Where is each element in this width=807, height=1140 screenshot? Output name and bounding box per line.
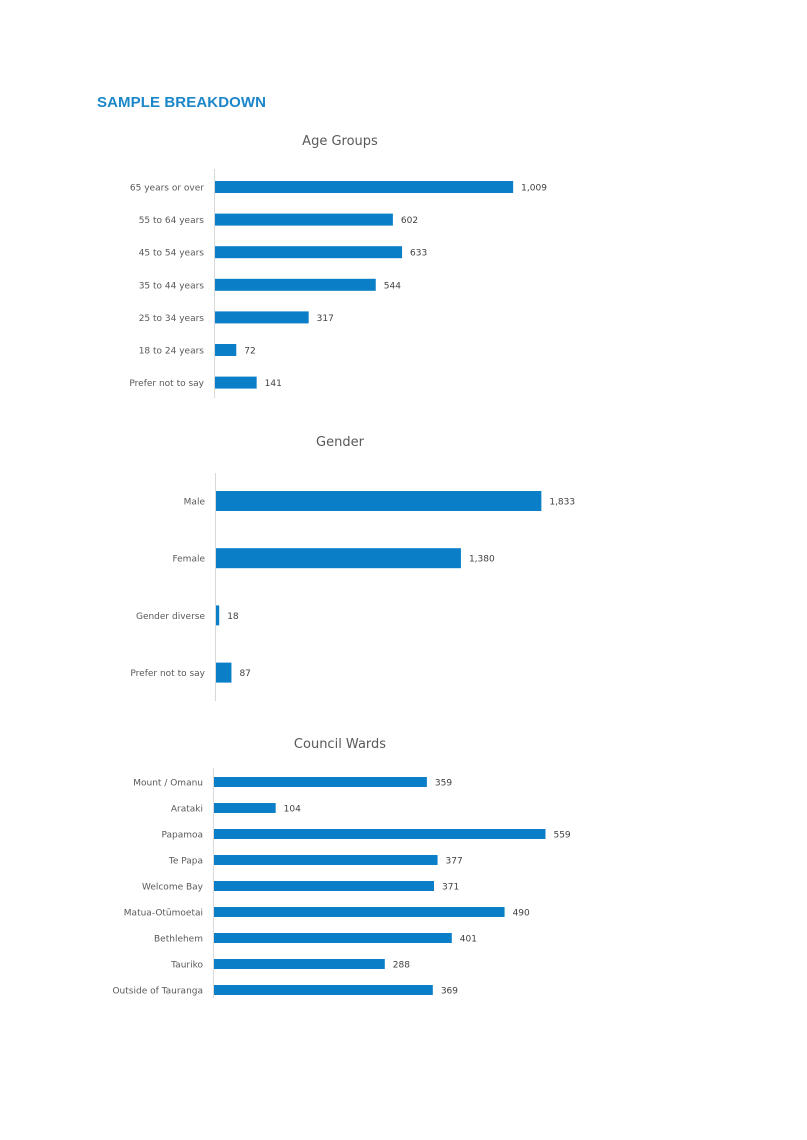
wards-value-label: 377 xyxy=(446,857,463,867)
wards-value-label: 490 xyxy=(513,909,530,919)
wards-value-label: 369 xyxy=(441,987,458,997)
gender-chart-title: Gender xyxy=(316,435,365,450)
section-heading: SAMPLE BREAKDOWN xyxy=(97,94,267,111)
wards-category-label: Welcome Bay xyxy=(142,883,204,893)
wards-category-label: Mount / Omanu xyxy=(133,779,203,789)
wards-bar xyxy=(214,881,435,891)
council-wards-chart: Council Wards Mount / Omanu 359 Arataki 104 P… xyxy=(112,737,571,998)
wards-bar xyxy=(214,803,276,813)
gender-bar xyxy=(216,605,220,626)
wards-category-label: Papamoa xyxy=(161,831,203,841)
age-category-label: 18 to 24 years xyxy=(139,347,205,357)
gender-bar xyxy=(216,491,542,511)
wards-value-label: 359 xyxy=(435,779,452,789)
gender-value-label: 1,380 xyxy=(469,555,495,565)
gender-category-label: Gender diverse xyxy=(136,612,205,622)
age-value-label: 602 xyxy=(401,216,418,226)
gender-bar xyxy=(216,662,232,683)
age-bar xyxy=(215,213,393,226)
age-bar xyxy=(215,344,237,356)
age-value-label: 141 xyxy=(265,379,282,389)
wards-category-label: Te Papa xyxy=(168,857,203,867)
wards-category-label: Matua-Otūmoetai xyxy=(124,909,203,919)
wards-value-label: 401 xyxy=(460,935,477,945)
wards-category-label: Tauriko xyxy=(170,961,203,971)
age-value-label: 72 xyxy=(244,347,255,357)
age-value-label: 1,009 xyxy=(521,184,547,194)
wards-bar xyxy=(214,829,546,839)
wards-bar xyxy=(214,933,452,943)
wards-chart-title: Council Wards xyxy=(294,737,386,752)
age-bar xyxy=(215,311,309,324)
wards-value-label: 288 xyxy=(393,961,410,971)
gender-category-label: Female xyxy=(172,555,205,565)
age-bar xyxy=(215,181,514,193)
wards-category-label: Arataki xyxy=(171,805,203,815)
wards-bar xyxy=(214,959,385,969)
age-value-label: 633 xyxy=(410,249,427,259)
age-value-label: 544 xyxy=(384,281,401,291)
age-category-label: Prefer not to say xyxy=(129,379,204,389)
wards-bar xyxy=(214,907,505,917)
wards-value-label: 104 xyxy=(284,805,301,815)
gender-category-label: Prefer not to say xyxy=(130,669,205,679)
wards-bar xyxy=(214,985,433,995)
gender-chart: Gender Male 1,833 Female 1,380 Gender diverse… xyxy=(130,435,575,701)
wards-bar xyxy=(214,777,427,787)
age-bar xyxy=(215,246,403,259)
age-category-label: 25 to 34 years xyxy=(139,314,205,324)
gender-category-label: Male xyxy=(184,498,206,508)
age-category-label: 45 to 54 years xyxy=(139,249,205,259)
wards-bar xyxy=(214,855,438,865)
age-category-label: 65 years or over xyxy=(130,184,204,194)
age-category-label: 35 to 44 years xyxy=(139,281,205,291)
gender-value-label: 87 xyxy=(239,669,250,679)
age-value-label: 317 xyxy=(317,314,334,324)
wards-value-label: 559 xyxy=(553,831,570,841)
wards-category-label: Outside of Tauranga xyxy=(112,987,203,997)
gender-value-label: 1,833 xyxy=(549,498,575,508)
gender-value-label: 18 xyxy=(227,612,239,622)
wards-category-label: Bethlehem xyxy=(154,935,203,945)
gender-bar xyxy=(216,548,461,569)
age-bar xyxy=(215,278,376,291)
age-chart-title: Age Groups xyxy=(302,134,378,149)
age-bar xyxy=(215,376,257,389)
age-groups-chart: Age Groups 65 years or over 1,009 55 to 64 … xyxy=(129,134,547,398)
age-category-label: 55 to 64 years xyxy=(139,216,205,226)
wards-value-label: 371 xyxy=(442,883,459,893)
